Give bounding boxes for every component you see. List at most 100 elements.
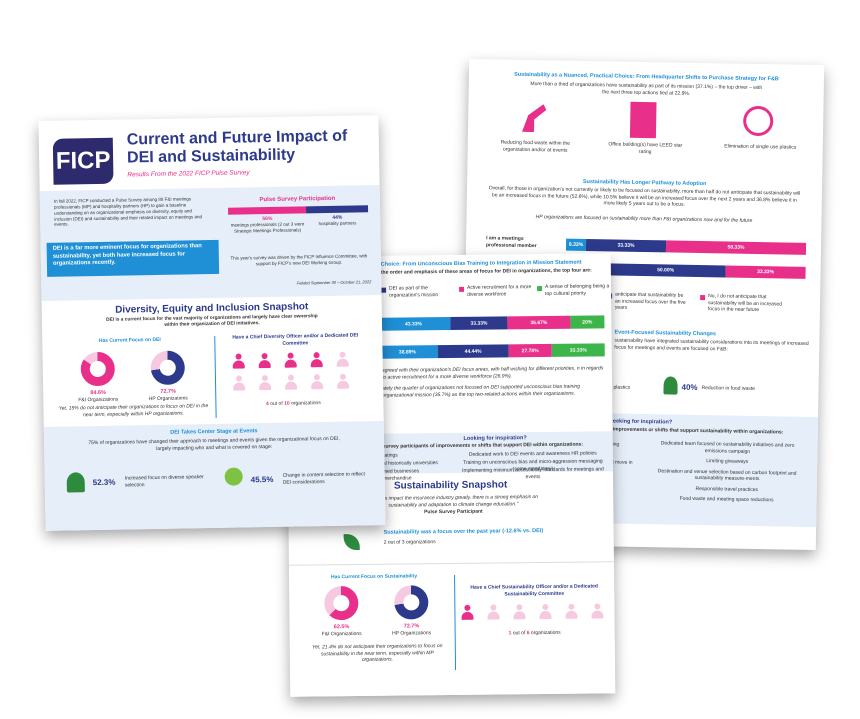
insp-item: Responsible travel practices [695, 485, 759, 493]
bar-label: 38.89% [398, 348, 416, 356]
bar-segment [306, 205, 369, 214]
intro: More than a third of organizations have … [530, 81, 763, 97]
donut [80, 351, 116, 387]
person-icon [233, 375, 246, 391]
focus-title: Has Current Focus on DEI [98, 336, 161, 344]
participation-labels [38, 115, 378, 121]
intro: In fall 2022, FICP conducted a Pulse Sur… [53, 196, 203, 228]
person-icon [461, 604, 474, 621]
donut [324, 585, 359, 621]
person-icon [513, 604, 526, 620]
stat-text: Increased focus on diverse speaker selec… [124, 474, 204, 489]
text: ately the quarter of organizations not f… [382, 383, 581, 399]
bar-segment: 58.33% [665, 240, 807, 255]
count-part: 6 [526, 630, 530, 637]
icons [38, 115, 378, 121]
bar-segment: 36.67% [507, 315, 571, 330]
count-part: out of [270, 400, 283, 407]
donuts [38, 115, 378, 121]
legend-label: A sense of belonging being a top cultura… [545, 283, 610, 297]
note: Yet, 21.4% do not anticipate their organ… [312, 643, 443, 663]
bar-segment: 38.89% [376, 345, 439, 359]
insp-item: t move in [612, 459, 633, 466]
insp-item: Food waste and meeting space reductions [679, 495, 774, 504]
person-icon [284, 352, 297, 369]
bar-label: 27.78% [521, 347, 539, 354]
bar-label: 33.33% [470, 320, 488, 327]
legend-swatch [381, 287, 387, 293]
event-item: plastics [613, 384, 631, 391]
count-part: organizations [291, 400, 321, 407]
focus-count: 2 out of 3 organizations [383, 539, 436, 546]
person-icon [310, 352, 323, 368]
legend-label: anticipate that sustainability be an inc… [614, 291, 686, 311]
driven-by: This year's survey was driven by the FIC… [230, 253, 368, 267]
stat-value: 52.3% [92, 477, 116, 488]
stat-text: Change in content selection to reflect D… [282, 471, 365, 486]
callout: DEI is a far more eminent focus for orga… [52, 243, 202, 267]
insp-title: eeking for inspiration? [612, 418, 673, 426]
legend-swatch [537, 286, 543, 292]
pathway-note: HP organizations are focused on sustaina… [535, 214, 753, 224]
header-text: the order and emphasis of these areas of… [380, 267, 592, 276]
stat-value: 45.5% [250, 474, 274, 485]
participation-label: hospitality partners [318, 220, 357, 227]
count-part: organizations [530, 629, 561, 637]
person-icon [337, 373, 350, 390]
bar-label: 8.33% [568, 241, 584, 248]
logo: FICP [52, 137, 114, 185]
note: Yet, 15% do not anticipate their organiz… [58, 403, 209, 418]
icon-speaker [66, 472, 85, 493]
person-icon [258, 353, 271, 369]
bar-label: 20% [582, 319, 593, 326]
insp-list: Dedicated team focused on sustainability… [651, 440, 802, 508]
donut [394, 585, 429, 620]
person-icon [336, 351, 349, 368]
action-label: Office building(s) have LEED star rating [608, 141, 683, 155]
bar-row: 38.89% 44.44% 27.78% 33.33% [376, 343, 605, 359]
person-icon [232, 353, 245, 369]
count-part: 1 [508, 630, 512, 637]
insp-item: Limiting giveaways [706, 458, 749, 465]
officer-title: Have a Chief Diversity Officer and/or a … [232, 332, 359, 347]
title: Current and Future Impact of DEI and Sus… [126, 127, 348, 167]
insp-item: med businesses merchandise [382, 468, 420, 482]
legend-label: No, I do not anticipate that sustainabil… [707, 293, 783, 314]
icon-leaf [343, 533, 360, 551]
subtitle: Results From the 2022 FICP Pulse Survey [127, 169, 250, 179]
icon-food [516, 104, 546, 133]
legend-swatch [459, 286, 465, 292]
donut-label: F&I Organizations [321, 630, 362, 638]
person-icon [539, 603, 552, 620]
bar-label: 43.33% [404, 320, 422, 327]
count-part: out of [512, 630, 526, 637]
insp-item: al historically universities [382, 460, 438, 467]
icon-no-plastic [742, 105, 774, 137]
bar-segment: 50.00% [605, 263, 726, 278]
focus-line: Sustainability was a focus over the past… [383, 528, 544, 536]
insp-item: Implementing minimum accessibility stand… [462, 466, 604, 480]
bar-row: 43.33% 33.33% 36.67% 20% [376, 315, 605, 331]
front-page: FICP Current and Future Impact of DEI an… [38, 115, 386, 531]
quote: changes impact the insurance industry gr… [368, 494, 539, 509]
bar-segment: 33.33% [450, 316, 508, 330]
row-label: I am a meetings professional member [485, 235, 537, 249]
event-item: Reduction in food waste [701, 385, 755, 392]
bar-segment [227, 206, 307, 215]
legend-label: DEI as part of the organization's missio… [389, 285, 439, 299]
action-label: Reducing food waste within the organizat… [500, 139, 570, 154]
bar-segment: 33.33% [725, 265, 806, 279]
bar-segment: 43.33% [376, 316, 451, 331]
donut-label: F&I Organizations [78, 396, 119, 404]
officer-title: Have a Chief Sustainability Officer and/… [470, 583, 598, 597]
text: agreed with their organization's DEI foc… [381, 365, 604, 381]
pathway-text: Overall, for those in organization's not… [488, 185, 801, 208]
bar-label: 58.33% [727, 244, 745, 251]
bar-segment: 8.33% [565, 238, 587, 252]
bar-label: 33.33% [569, 347, 587, 354]
insp-item: Dedicated team focused on sustainability… [660, 440, 795, 455]
event-item: 40% [681, 382, 698, 392]
icon-food [663, 376, 678, 395]
dei-sub: DEI is a current focus for the vast majo… [106, 314, 318, 329]
donut-label: HP Organizations [148, 395, 188, 403]
